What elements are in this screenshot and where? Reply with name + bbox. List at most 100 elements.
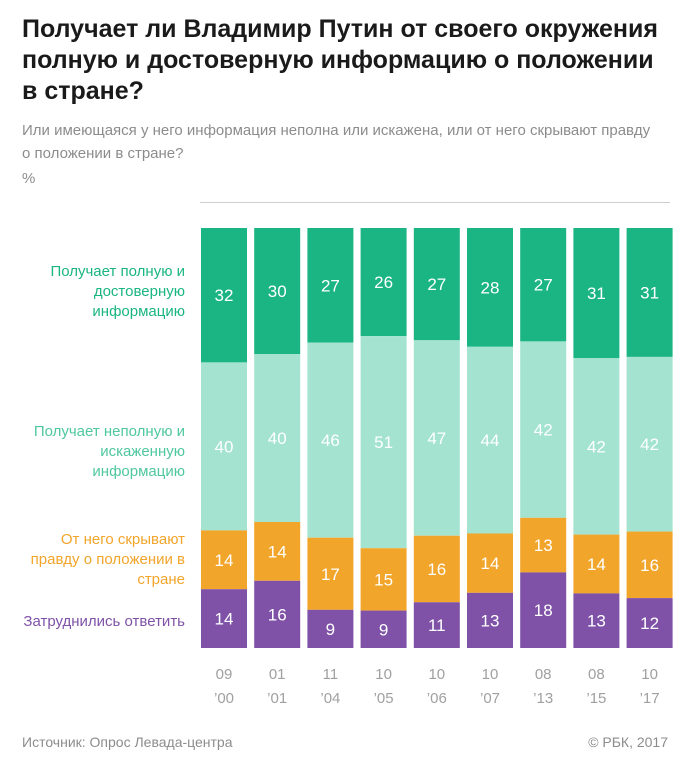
bar-segment: [307, 342, 354, 538]
source-note: Источник: Опрос Левада-центра: [22, 734, 233, 750]
bar-value-label: 46: [321, 431, 340, 450]
bar-value-label: 14: [215, 551, 234, 570]
legend-label-hidden: От него скрывают правду о положении в ст…: [30, 531, 185, 588]
bar-value-label: 32: [215, 286, 234, 305]
copyright-note: © РБК, 2017: [588, 734, 668, 750]
x-tick-label: ’07: [480, 690, 500, 707]
bar-segment: [520, 572, 567, 648]
bar-value-label: 16: [268, 605, 287, 624]
top-divider: [200, 202, 670, 203]
bar-value-label: 16: [427, 560, 446, 579]
bar-segment: [413, 340, 460, 536]
bar-segment: [254, 228, 301, 354]
bar-value-label: 28: [481, 278, 500, 297]
bar-segment: [626, 531, 673, 599]
x-ticks-group: 09 ’00 01 ’01 11 ’04 10 ’05 10 ’06 10 ’07 08 ’13 08 ’15…: [214, 666, 660, 707]
legend-label-undecided: Затруднились ответить: [23, 613, 185, 630]
bar-segment: [307, 228, 354, 343]
bar-segment: [201, 362, 247, 531]
bar-value-label: 31: [587, 284, 606, 303]
chart-title: Получает ли Владимир Путин от своего окр…: [22, 15, 658, 105]
bar-segment: [413, 602, 460, 648]
x-tick-label: ’17: [640, 690, 660, 707]
bar-value-label: 42: [534, 421, 553, 440]
bar-segment: [467, 346, 513, 534]
bar-segment: [626, 228, 673, 357]
bar-value-label: 9: [379, 620, 388, 639]
bar-segment: [520, 341, 567, 518]
x-tick-label: ’01: [267, 690, 287, 707]
bar-segment: [360, 228, 407, 337]
bar-segment: [360, 610, 407, 648]
bar-value-label: 18: [534, 601, 553, 620]
bar-value-label: 11: [428, 616, 446, 635]
bar-segment: [520, 228, 567, 342]
bar-segment: [413, 535, 460, 603]
bar-value-label: 15: [374, 570, 393, 589]
bar-segment: [254, 354, 301, 522]
bar-value-label: 17: [321, 565, 340, 584]
bar-segment: [413, 228, 460, 341]
bar-segment: [626, 356, 673, 532]
bar-segment: [254, 522, 301, 581]
unit-label: %: [22, 170, 36, 187]
bars-group: 32 40 14 14 30 40 14 16 27 46 17 9 26 51 15 9 27 47 16 11 28…: [201, 228, 673, 648]
x-tick-label: ’13: [533, 690, 553, 707]
bar-segment: [573, 358, 620, 535]
x-tick-label: 10: [482, 666, 499, 683]
bar-segment: [201, 228, 247, 363]
bar-segment: [573, 593, 620, 648]
bar-value-label: 40: [268, 429, 287, 448]
x-tick-label: 09: [216, 666, 233, 683]
bar-value-label: 40: [215, 437, 234, 456]
bar-segment: [573, 228, 620, 359]
legend-label-incomplete: Получает неполную и искаженную информаци…: [33, 423, 185, 480]
bar-segment: [254, 580, 301, 648]
bar-segment: [360, 336, 407, 549]
bar-segment: [467, 533, 513, 593]
bar-value-label: 30: [268, 282, 287, 301]
bar-value-label: 42: [587, 437, 606, 456]
bar-segment: [467, 592, 513, 648]
x-tick-label: 08: [535, 666, 552, 683]
bar-segment: [307, 609, 354, 648]
x-tick-label: 01: [269, 666, 286, 683]
stacked-bar-chart: 32 40 14 14 30 40 14 16 27 46 17 9 26 51 15 9 27 47 16 11 28…: [201, 228, 673, 707]
bar-value-label: 51: [374, 433, 393, 452]
bar-segment: [626, 598, 673, 648]
bar-value-label: 27: [321, 276, 340, 295]
bar-value-label: 12: [640, 614, 659, 633]
bar-value-label: 16: [640, 556, 659, 575]
x-tick-label: 08: [588, 666, 605, 683]
x-tick-label: ’15: [586, 690, 606, 707]
bar-value-label: 9: [326, 620, 335, 639]
bar-value-label: 27: [534, 276, 553, 295]
x-tick-label: ’06: [427, 690, 447, 707]
x-tick-label: ’05: [374, 690, 394, 707]
bar-value-label: 31: [640, 283, 659, 302]
x-tick-label: ’04: [320, 690, 340, 707]
bar-segment: [360, 548, 407, 611]
chart-subtitle: Или имеющаяся у него информация неполна …: [22, 122, 651, 162]
bar-value-label: 14: [268, 542, 287, 561]
bar-value-label: 44: [481, 431, 500, 450]
x-tick-label: 10: [428, 666, 445, 683]
bar-value-label: 13: [481, 611, 500, 630]
bar-value-label: 47: [427, 429, 446, 448]
x-tick-label: 10: [641, 666, 658, 683]
x-tick-label: ’00: [214, 690, 234, 707]
bar-segment: [201, 530, 247, 590]
x-tick-label: 11: [323, 666, 339, 683]
bar-segment: [467, 228, 513, 347]
bar-value-label: 27: [427, 275, 446, 294]
bar-segment: [201, 589, 247, 648]
bar-value-label: 14: [481, 554, 500, 573]
x-tick-label: 10: [375, 666, 392, 683]
bar-value-label: 42: [640, 435, 659, 454]
bar-value-label: 14: [587, 555, 606, 574]
bar-segment: [520, 517, 567, 573]
bar-value-label: 13: [534, 536, 553, 555]
bar-segment: [573, 534, 620, 594]
bar-value-label: 26: [374, 273, 393, 292]
legend-label-full: Получает полную и достоверную информацию: [50, 263, 185, 320]
